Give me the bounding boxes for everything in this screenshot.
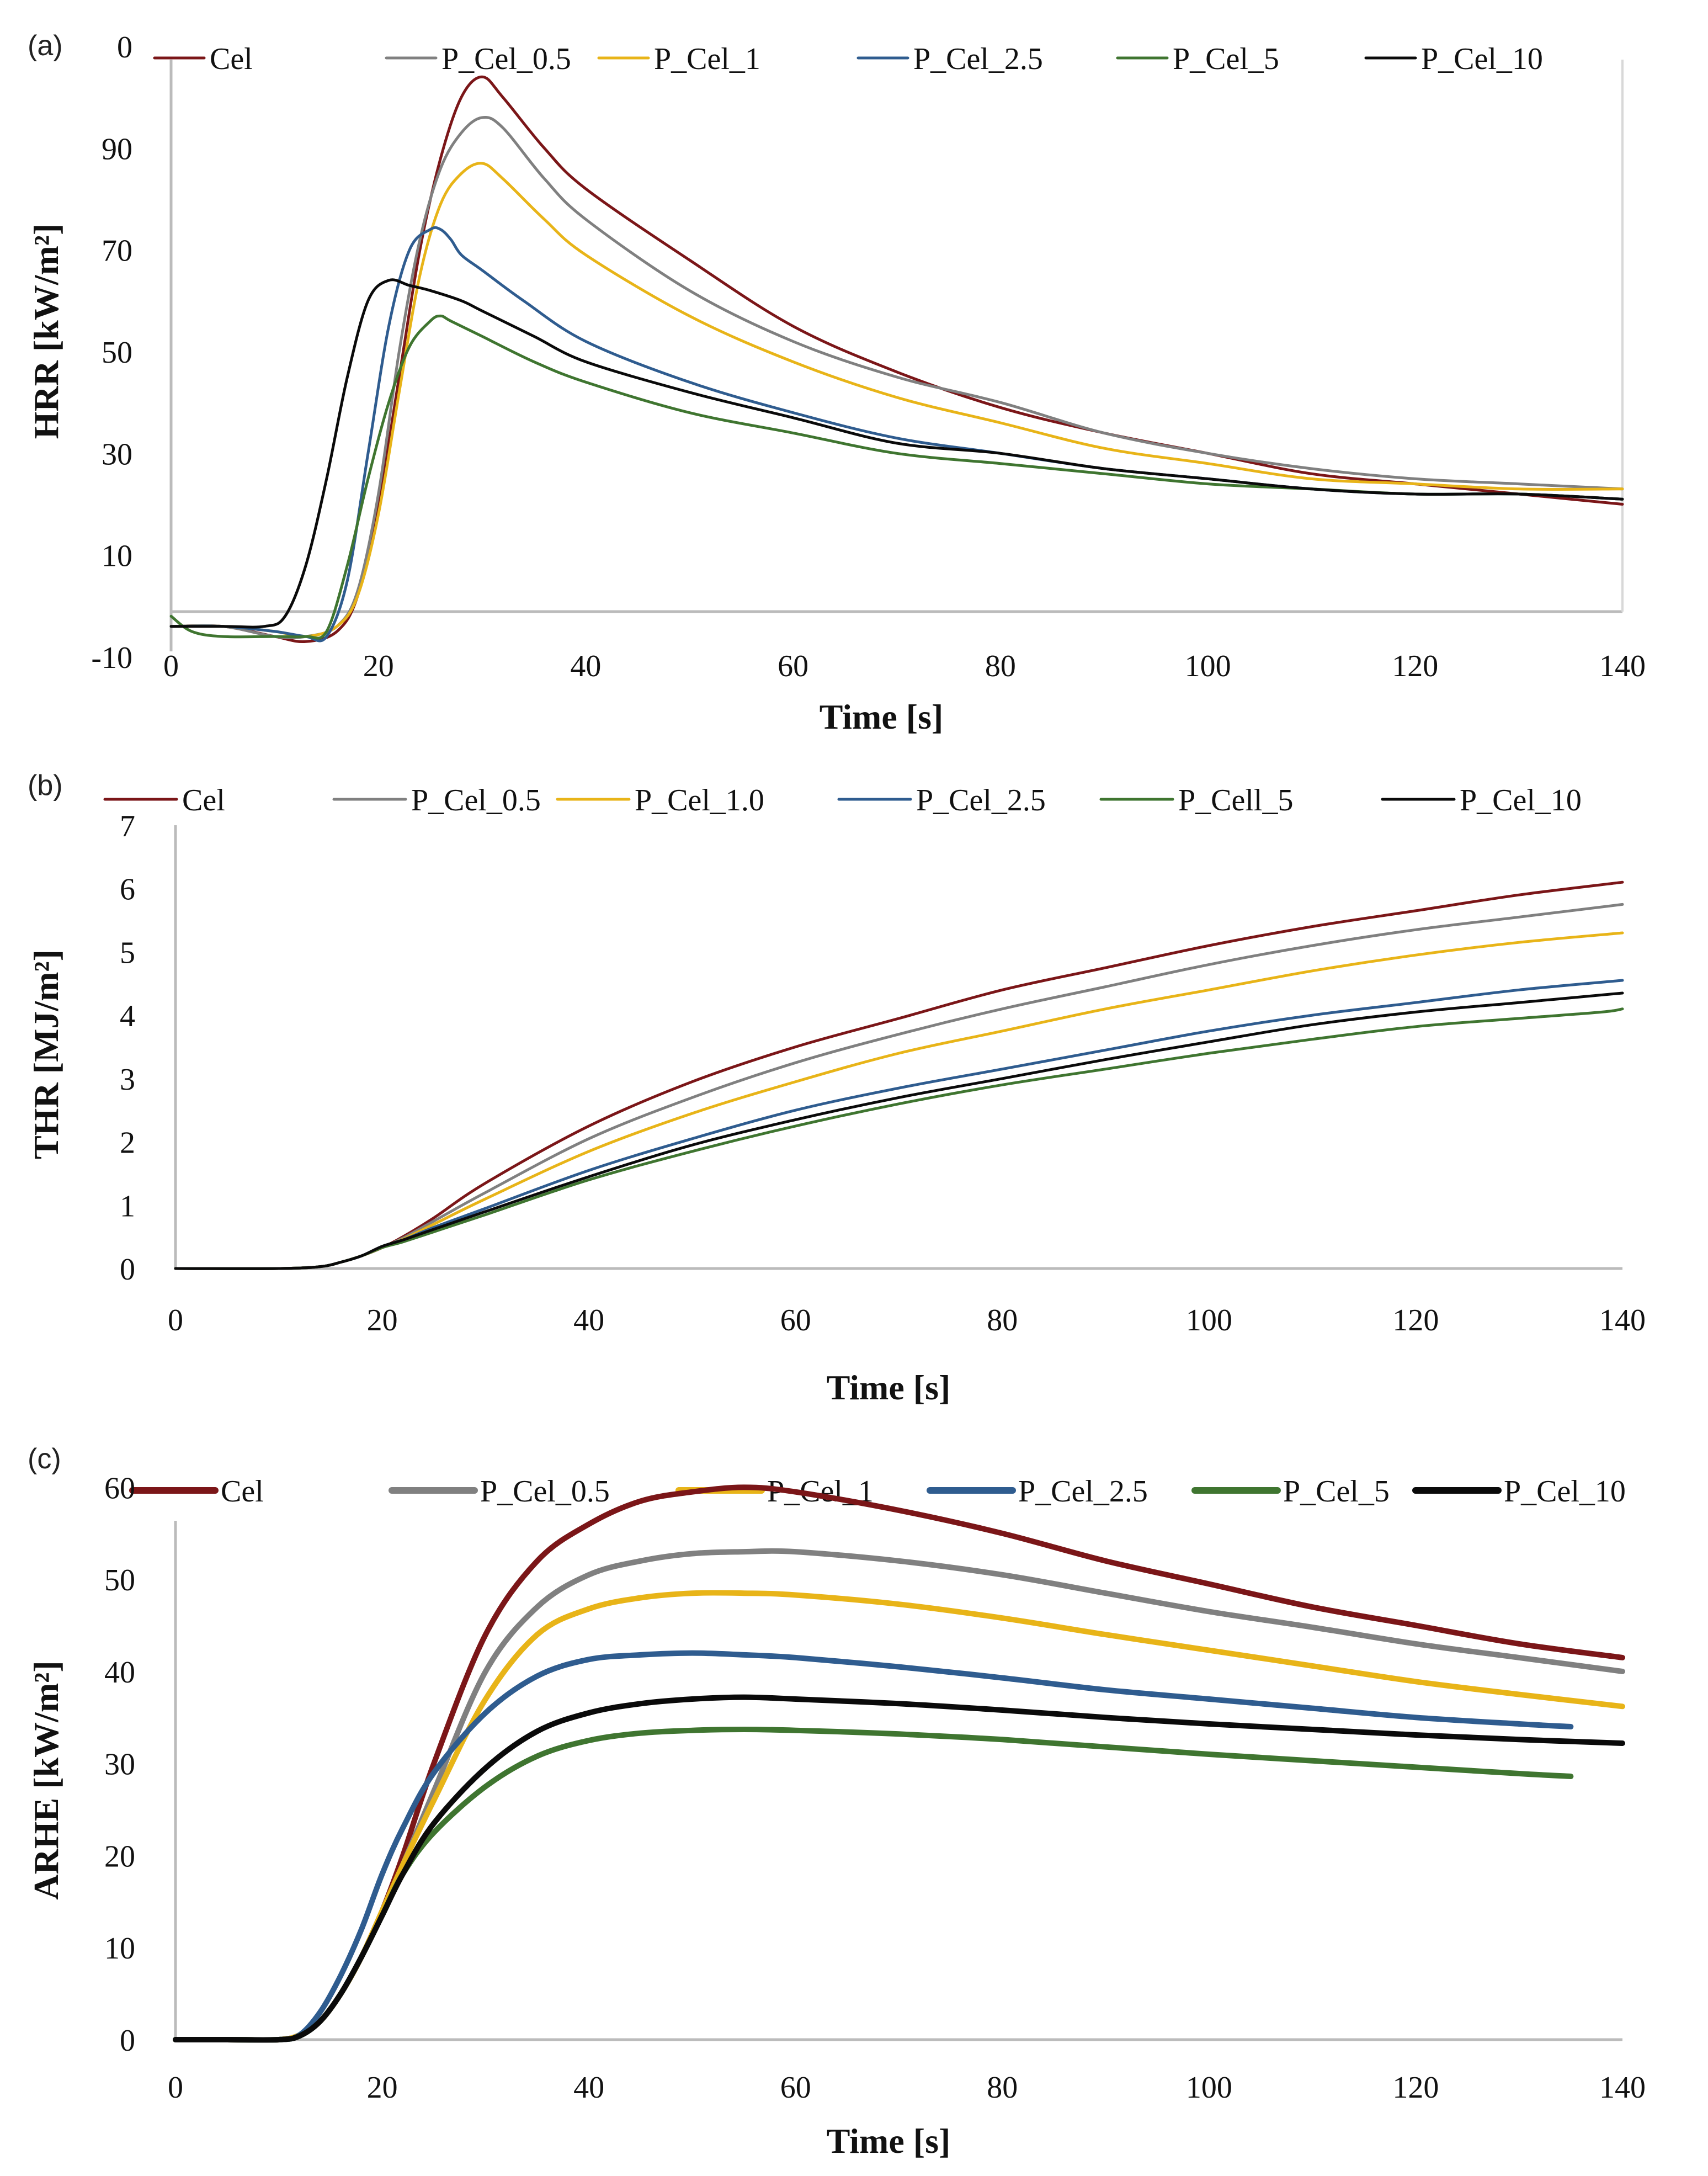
panel-b-label: (b) [28,769,63,802]
panel-a-legend-label: P_Cel_10 [1421,42,1543,76]
panel-b-x-tick-label: 0 [168,1303,183,1338]
panel-c-x-axis-label: Time [s] [827,2121,951,2161]
panel-a-x-tick-label: 0 [163,649,179,683]
panel-b-y-tick-label: 2 [120,1126,135,1160]
panel-a-x-tick-label: 20 [363,649,394,683]
panel-c-legend-label: P_Cel_0.5 [480,1474,610,1509]
panel-b-legend-label: P_Cel_1.0 [635,783,764,818]
panel-b-x-tick-label: 140 [1599,1303,1646,1338]
panel-b-plot [174,880,1624,1270]
panel-b-axes [174,825,1622,1270]
panel-a-axes [169,60,1624,651]
panel-a-legend: Cel P_Cel_0.5 P_Cel_1 P_Cel_2.5 P_Cel_5 P_Cel… [153,42,1543,76]
panel-c-label: (c) [28,1443,61,1475]
panel-b-x-axis-label: Time [s] [827,1368,951,1407]
panel-a-series-p-cel-0-5 [169,116,1624,639]
panel-c-legend-label: P_Cel_5 [1283,1474,1390,1509]
panel-a-label: (a) [28,30,63,62]
panel-a-y-tick-label: -10 [91,641,132,675]
panel-c-x-tick-label: 140 [1599,2071,1646,2105]
panel-c-legend-label: P_Cel_10 [1504,1474,1626,1509]
panel-b-y-tick-label: 7 [120,809,135,843]
panel-a-series-p-cel-10 [169,278,1624,629]
panel-c-y-tick-label: 50 [104,1563,135,1597]
panel-b-legend-label: Cel [182,783,225,818]
panel-c-y-tick-label: 20 [104,1839,135,1874]
panel-c-x-tick-label: 60 [780,2071,811,2105]
panel-c-arhe: (c) Cel P_Cel_0.5 P_Cel_1 P_Cel_2.5 P_Cel_5 P… [26,1443,1646,2161]
panel-a-legend-label: P_Cel_0.5 [441,42,571,76]
panel-c-y-tick-label: 60 [104,1471,135,1505]
panel-c-ticks: 0 20 40 60 80 100 120 140 0 10 20 30 40 50 60 [104,1471,1646,2105]
panel-b-x-tick-label: 120 [1392,1303,1439,1338]
panel-b-x-tick-label: 40 [573,1303,604,1338]
panel-c-x-tick-label: 80 [987,2071,1018,2105]
panel-a-ticks: 0 20 40 60 80 100 120 140 -10 10 30 50 70 90 0 [91,30,1646,683]
panel-a-legend-label: P_Cel_1 [654,42,760,76]
panel-c-plot [173,1484,1625,2043]
panel-a-y-tick-label: 70 [102,234,132,268]
panel-a-legend-label: Cel [210,42,253,76]
panel-a-y-tick-label: 50 [102,336,132,370]
panel-c-y-tick-label: 40 [104,1655,135,1690]
panel-b-y-tick-label: 4 [120,999,135,1033]
panel-a-hrr: (a) Cel P_Cel_0.5 P_Cel_1 P_Cel_2.5 P_Cel_5 P… [26,30,1646,736]
panel-c-series-p-cel-10 [173,1694,1625,2043]
panel-a-y-tick-label: 0 [117,30,132,65]
panel-b-thr: (b) Cel P_Cel_0.5 P_Cel_1.0 P_Cel_2.5 P_Cell… [26,769,1646,1407]
panel-a-y-tick-label: 90 [102,132,132,166]
panel-a-x-tick-label: 80 [985,649,1016,683]
panel-b-legend: Cel P_Cel_0.5 P_Cel_1.0 P_Cel_2.5 P_Cell_5 P_… [103,783,1582,818]
panel-a-series-p-cel-5 [169,314,1624,640]
panel-a-x-tick-label: 40 [570,649,601,683]
panel-a-x-tick-label: 120 [1392,649,1438,683]
panel-c-x-tick-label: 100 [1186,2071,1232,2105]
panel-b-x-tick-label: 60 [780,1303,811,1338]
panel-b-y-tick-label: 5 [120,936,135,970]
panel-a-y-axis-label: HRR [kW/m²] [26,224,66,439]
panel-a-x-tick-label: 60 [778,649,808,683]
panel-c-legend-label: Cel [221,1474,264,1509]
panel-c-y-axis-label: ARHE [kW/m²] [26,1660,66,1899]
panel-b-legend-label: P_Cel_0.5 [411,783,541,818]
panel-a-x-tick-label: 100 [1185,649,1231,683]
panel-b-y-tick-label: 0 [120,1252,135,1287]
panel-a-legend-label: P_Cel_5 [1173,42,1279,76]
panel-b-series-p-cel-10 [174,991,1624,1270]
panel-c-x-tick-label: 20 [367,2071,398,2105]
panel-c-legend-label: P_Cel_2.5 [1018,1474,1148,1509]
panel-c-x-tick-label: 40 [573,2071,604,2105]
panel-b-ticks: 0 20 40 60 80 100 120 140 0 1 2 3 4 5 6 7 [120,809,1646,1338]
panel-b-y-tick-label: 1 [120,1189,135,1223]
panel-a-x-axis-label: Time [s] [820,697,944,736]
panel-a-y-tick-label: 30 [102,437,132,471]
panel-c-x-tick-label: 0 [168,2071,183,2105]
panel-a-plot [169,75,1624,644]
panel-b-legend-label: P_Cel_10 [1460,783,1582,818]
panel-c-y-tick-label: 10 [104,1931,135,1966]
panel-b-legend-label: P_Cell_5 [1178,783,1293,818]
panel-b-y-tick-label: 3 [120,1063,135,1097]
panel-b-x-tick-label: 100 [1186,1303,1232,1338]
panel-b-x-tick-label: 20 [367,1303,398,1338]
panel-b-y-axis-label: THR [MJ/m²] [26,949,66,1159]
panel-c-y-tick-label: 30 [104,1748,135,1782]
panel-a-y-tick-label: 10 [102,539,132,574]
panel-a-legend-label: P_Cel_2.5 [913,42,1043,76]
panel-b-legend-label: P_Cel_2.5 [916,783,1046,818]
panel-b-x-tick-label: 80 [987,1303,1018,1338]
panel-a-series-p-cel-1 [169,162,1624,638]
panel-c-axes [174,1521,1622,2041]
panel-c-x-tick-label: 120 [1392,2071,1439,2105]
panel-c-y-tick-label: 0 [120,2024,135,2058]
panel-c-series-p-cel-2-5 [173,1650,1574,2043]
panel-b-y-tick-label: 6 [120,873,135,907]
panel-a-x-tick-label: 140 [1599,649,1646,683]
